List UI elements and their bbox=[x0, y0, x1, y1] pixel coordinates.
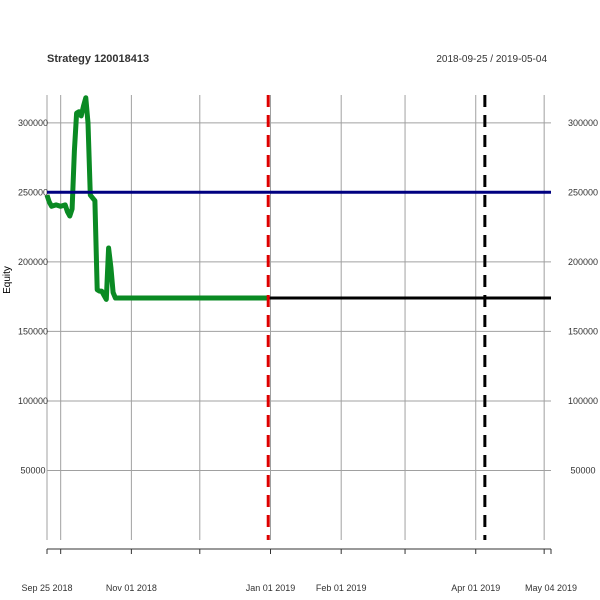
x-tick-label: Sep 25 2018 bbox=[21, 583, 72, 593]
chart-title: Strategy 120018413 bbox=[47, 53, 149, 65]
y-tick-label-left: 300000 bbox=[18, 118, 48, 128]
y-tick-label-left: 50000 bbox=[20, 465, 45, 475]
y-tick-label-right: 100000 bbox=[568, 396, 598, 406]
y-tick-label-left: 100000 bbox=[18, 396, 48, 406]
x-tick-label: Jan 01 2019 bbox=[246, 583, 296, 593]
date-range: 2018-09-25 / 2019-05-04 bbox=[436, 54, 547, 65]
x-tick-label: May 04 2019 bbox=[525, 583, 577, 593]
grid bbox=[46, 95, 551, 540]
y-tick-label-right: 150000 bbox=[568, 326, 598, 336]
y-tick-label-left: 250000 bbox=[18, 187, 48, 197]
x-tick-label: Feb 01 2019 bbox=[316, 583, 367, 593]
axis-ticks: 50000 50000 100000 100000 150000 150000 200000… bbox=[18, 118, 598, 593]
y-tick-label-right: 200000 bbox=[568, 257, 598, 267]
vertical-markers bbox=[266, 95, 487, 540]
x-tick-label: Apr 01 2019 bbox=[451, 583, 500, 593]
y-axis-label: Equity bbox=[2, 266, 13, 294]
y-tick-label-right: 50000 bbox=[570, 465, 595, 475]
y-tick-label-right: 300000 bbox=[568, 118, 598, 128]
y-tick-label-right: 250000 bbox=[568, 187, 598, 197]
y-tick-label-left: 150000 bbox=[18, 326, 48, 336]
series-line-0 bbox=[44, 95, 269, 302]
y-tick-label-left: 200000 bbox=[18, 257, 48, 267]
series-layer bbox=[44, 95, 551, 302]
x-tick-label: Nov 01 2018 bbox=[106, 583, 157, 593]
